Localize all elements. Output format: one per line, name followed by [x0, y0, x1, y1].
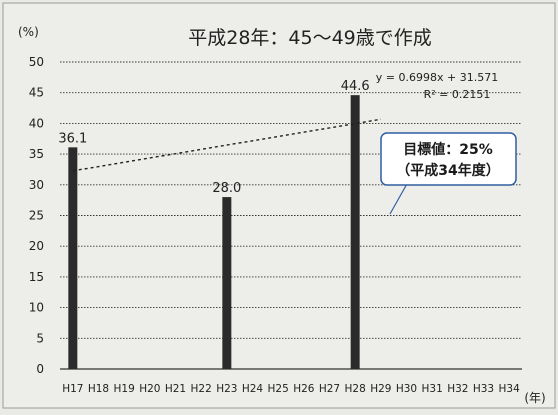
x-tick-label: H26 [293, 383, 315, 395]
x-tick-label: H29 [370, 383, 391, 395]
x-tick-label: H21 [165, 383, 186, 395]
bar [68, 147, 78, 369]
bar [350, 95, 360, 369]
y-tick-label: 20 [29, 239, 44, 253]
x-tick-labels: H17 H18 H19 H20 H21 H22 H23 H24 H25 H26 H27 H28 H29 H… [62, 383, 520, 395]
x-tick-label: H30 [396, 383, 417, 395]
y-tick-label: 10 [29, 301, 44, 315]
data-labels: 36.1 28.0 44.6 [58, 79, 369, 196]
chart-title: 平成28年：45～49歳で作成 [188, 27, 432, 49]
x-tick-label: H23 [216, 383, 237, 395]
callout-box [380, 132, 517, 186]
target-callout: 目標値：25% （平成34年度） [380, 132, 517, 215]
x-tick-label: H20 [139, 383, 160, 395]
callout-target-year: （平成34年度） [396, 162, 499, 179]
y-tick-label: 5 [36, 331, 44, 345]
y-tick-label: 0 [36, 362, 44, 376]
y-tick-label: 15 [29, 270, 44, 284]
x-tick-label: H32 [447, 383, 468, 395]
y-tick-label: 35 [29, 147, 44, 161]
x-tick-label: H19 [114, 383, 135, 395]
x-tick-label: H18 [88, 383, 109, 395]
y-axis-unit: (%) [18, 25, 39, 39]
x-tick-label: H27 [319, 383, 340, 395]
y-tick-labels: 0 5 10 15 20 25 30 35 40 45 50 [29, 55, 44, 376]
callout-pointer [389, 181, 409, 215]
y-tick-label: 30 [29, 178, 44, 192]
bar [222, 197, 232, 369]
y-tick-label: 50 [29, 55, 44, 69]
trendline-equation: y = 0.6998x + 31.571 [376, 71, 498, 84]
trendline [72, 118, 381, 172]
x-tick-label: H31 [422, 383, 443, 395]
x-tick-label: H28 [345, 383, 366, 395]
x-tick-label: H25 [268, 383, 289, 395]
y-tick-label: 40 [29, 116, 44, 130]
x-tick-label: H33 [473, 383, 494, 395]
data-label: 44.6 [341, 79, 370, 94]
trendline-group [72, 118, 381, 172]
bars [68, 95, 360, 369]
y-tick-label: 25 [29, 209, 44, 223]
chart-background [2, 2, 556, 409]
x-axis-unit: (年) [524, 391, 545, 405]
x-tick-label: H22 [191, 383, 212, 395]
x-tick-label: H17 [62, 383, 83, 395]
data-label: 36.1 [58, 131, 87, 146]
y-tick-label: 45 [29, 86, 44, 100]
data-label: 28.0 [212, 181, 241, 196]
trendline-r2: R² = 0.2151 [424, 88, 491, 101]
callout-target-value: 目標値：25% [403, 141, 493, 158]
x-tick-label: H34 [499, 383, 521, 395]
x-tick-label: H24 [242, 383, 264, 395]
